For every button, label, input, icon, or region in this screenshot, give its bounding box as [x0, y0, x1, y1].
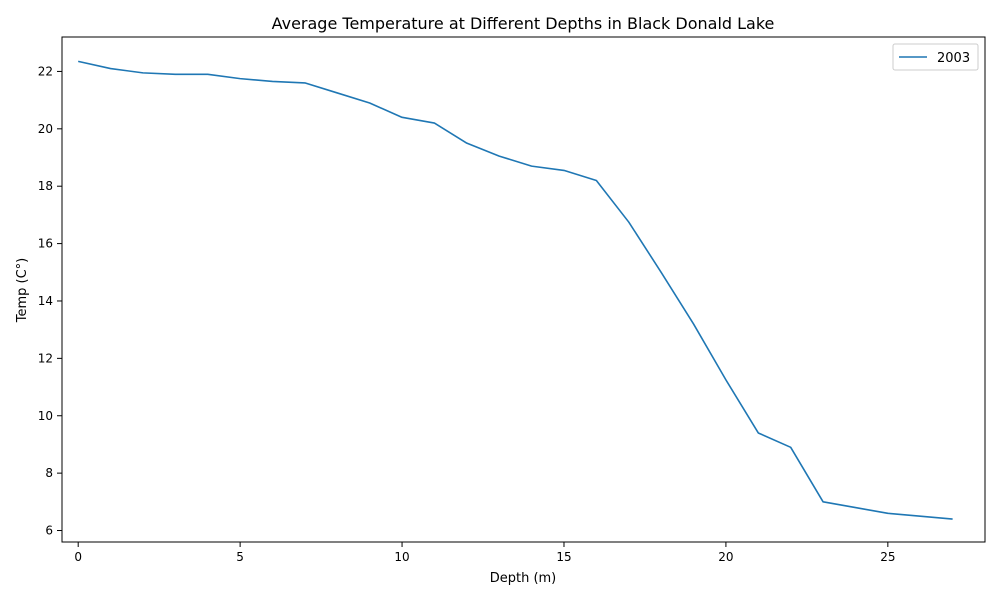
series-layer	[78, 60, 953, 520]
series-line-2003	[78, 60, 953, 520]
x-tick-label: 0	[74, 550, 82, 564]
y-tick-label: 14	[38, 294, 53, 308]
legend-box	[892, 43, 979, 71]
y-tick-label: 22	[38, 64, 53, 78]
y-tick-label: 20	[38, 122, 53, 136]
y-tick-label: 6	[45, 524, 53, 538]
x-tick-label: 5	[236, 550, 244, 564]
x-axis-label: Depth (m)	[490, 571, 557, 586]
axis-ticks: 0 5 10 15 20 25 6 8 10 12 14 16 18 20 22	[38, 64, 896, 564]
x-tick-label: 20	[718, 550, 733, 564]
y-tick-label: 10	[38, 409, 53, 423]
x-tick-label: 15	[556, 550, 571, 564]
legend-label-2003: 2003	[937, 51, 970, 66]
y-tick-label: 12	[38, 351, 53, 365]
x-tick-label: 25	[880, 550, 895, 564]
y-tick-label: 8	[45, 466, 53, 480]
legend: 2003	[892, 43, 979, 71]
y-tick-label: 18	[38, 179, 53, 193]
chart-title: Average Temperature at Different Depths …	[272, 14, 775, 33]
y-tick-label: 16	[38, 237, 53, 251]
y-axis-label: Temp (C°)	[15, 258, 30, 324]
plot-frame	[61, 36, 986, 543]
x-tick-label: 10	[394, 550, 409, 564]
